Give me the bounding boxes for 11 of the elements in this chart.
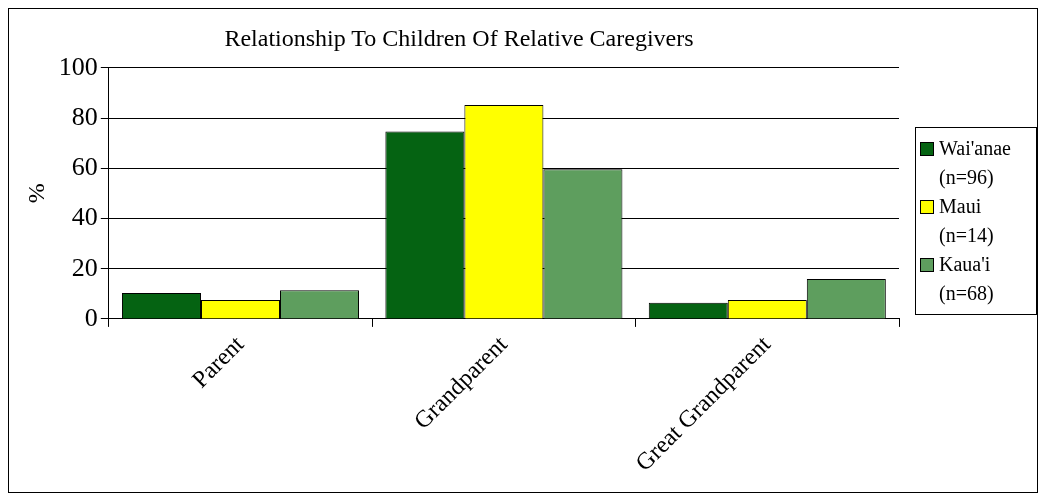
legend-label: Maui (n=14) [939, 194, 995, 249]
y-tick-label: 60 [71, 152, 98, 182]
y-tick-label: 20 [71, 252, 98, 282]
y-tick-label: 0 [84, 302, 98, 332]
y-tick-label: 100 [58, 51, 98, 81]
y-tick-label: 80 [71, 101, 98, 131]
y-tick-label: 40 [71, 202, 98, 232]
chart-title: Relationship To Children Of Relative Caregivers [224, 24, 694, 51]
y-axis-title: % [22, 183, 49, 204]
legend-label: Wai'anae (n=96) [939, 136, 1012, 191]
legend-label: Kaua'i (n=68) [939, 252, 995, 307]
